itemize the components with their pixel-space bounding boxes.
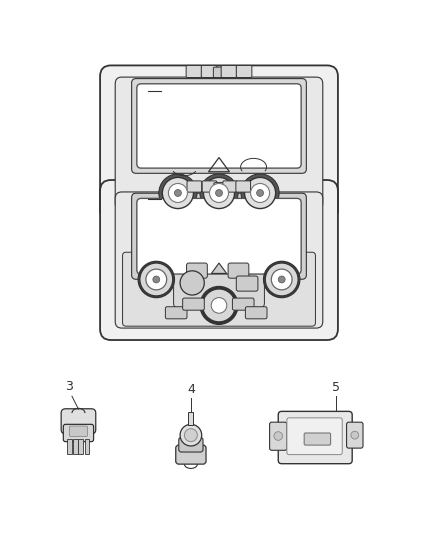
Circle shape: [140, 263, 173, 296]
Bar: [188, 412, 194, 425]
Circle shape: [203, 177, 235, 208]
Circle shape: [244, 177, 276, 208]
Circle shape: [159, 174, 197, 212]
FancyBboxPatch shape: [115, 192, 323, 328]
FancyBboxPatch shape: [228, 263, 249, 278]
Text: 5: 5: [332, 381, 340, 394]
Circle shape: [211, 297, 227, 313]
FancyBboxPatch shape: [100, 66, 338, 221]
FancyBboxPatch shape: [183, 298, 204, 310]
FancyBboxPatch shape: [115, 77, 323, 209]
FancyBboxPatch shape: [137, 198, 301, 274]
Circle shape: [168, 183, 187, 203]
Bar: [67, 439, 71, 454]
FancyBboxPatch shape: [236, 181, 251, 192]
Text: 2: 2: [165, 193, 173, 206]
FancyBboxPatch shape: [100, 180, 338, 340]
FancyBboxPatch shape: [201, 66, 217, 77]
FancyBboxPatch shape: [186, 66, 202, 77]
Circle shape: [180, 424, 202, 446]
Circle shape: [138, 261, 174, 297]
Circle shape: [274, 432, 283, 440]
Circle shape: [200, 174, 238, 212]
Text: 4: 4: [187, 383, 195, 396]
FancyBboxPatch shape: [236, 276, 258, 291]
Circle shape: [271, 269, 292, 290]
FancyBboxPatch shape: [233, 298, 254, 310]
FancyBboxPatch shape: [213, 67, 225, 77]
Circle shape: [146, 269, 167, 290]
FancyBboxPatch shape: [223, 181, 237, 192]
Circle shape: [184, 429, 198, 442]
Circle shape: [264, 261, 300, 297]
FancyBboxPatch shape: [61, 409, 96, 434]
FancyBboxPatch shape: [173, 256, 265, 308]
FancyBboxPatch shape: [278, 411, 352, 464]
Circle shape: [278, 276, 285, 283]
Circle shape: [209, 183, 229, 203]
FancyBboxPatch shape: [176, 445, 206, 464]
Text: 1: 1: [165, 85, 173, 98]
FancyBboxPatch shape: [137, 84, 301, 168]
FancyBboxPatch shape: [214, 183, 224, 192]
FancyBboxPatch shape: [69, 426, 88, 437]
Circle shape: [180, 271, 204, 295]
Text: 3: 3: [65, 380, 73, 393]
Circle shape: [351, 431, 359, 439]
FancyBboxPatch shape: [187, 263, 207, 278]
FancyBboxPatch shape: [132, 193, 306, 279]
Bar: [85, 439, 89, 454]
Circle shape: [265, 263, 298, 296]
Circle shape: [200, 286, 238, 325]
FancyBboxPatch shape: [270, 422, 287, 450]
Circle shape: [257, 190, 264, 197]
FancyBboxPatch shape: [64, 424, 94, 442]
FancyBboxPatch shape: [245, 306, 267, 319]
Polygon shape: [212, 263, 226, 273]
Circle shape: [162, 177, 194, 208]
FancyBboxPatch shape: [202, 181, 217, 192]
Bar: [78, 439, 83, 454]
FancyBboxPatch shape: [166, 306, 187, 319]
Bar: [126, 203, 312, 211]
Circle shape: [153, 276, 160, 283]
Circle shape: [241, 174, 279, 212]
FancyBboxPatch shape: [132, 78, 306, 173]
FancyBboxPatch shape: [221, 66, 237, 77]
FancyBboxPatch shape: [287, 418, 342, 455]
FancyBboxPatch shape: [123, 252, 315, 326]
Bar: [73, 439, 78, 454]
Circle shape: [174, 190, 181, 197]
FancyBboxPatch shape: [346, 422, 363, 448]
Circle shape: [251, 183, 270, 203]
FancyBboxPatch shape: [304, 433, 331, 445]
Circle shape: [215, 190, 223, 197]
FancyBboxPatch shape: [187, 181, 202, 192]
Circle shape: [202, 289, 236, 322]
FancyBboxPatch shape: [236, 66, 252, 77]
FancyBboxPatch shape: [179, 437, 203, 452]
